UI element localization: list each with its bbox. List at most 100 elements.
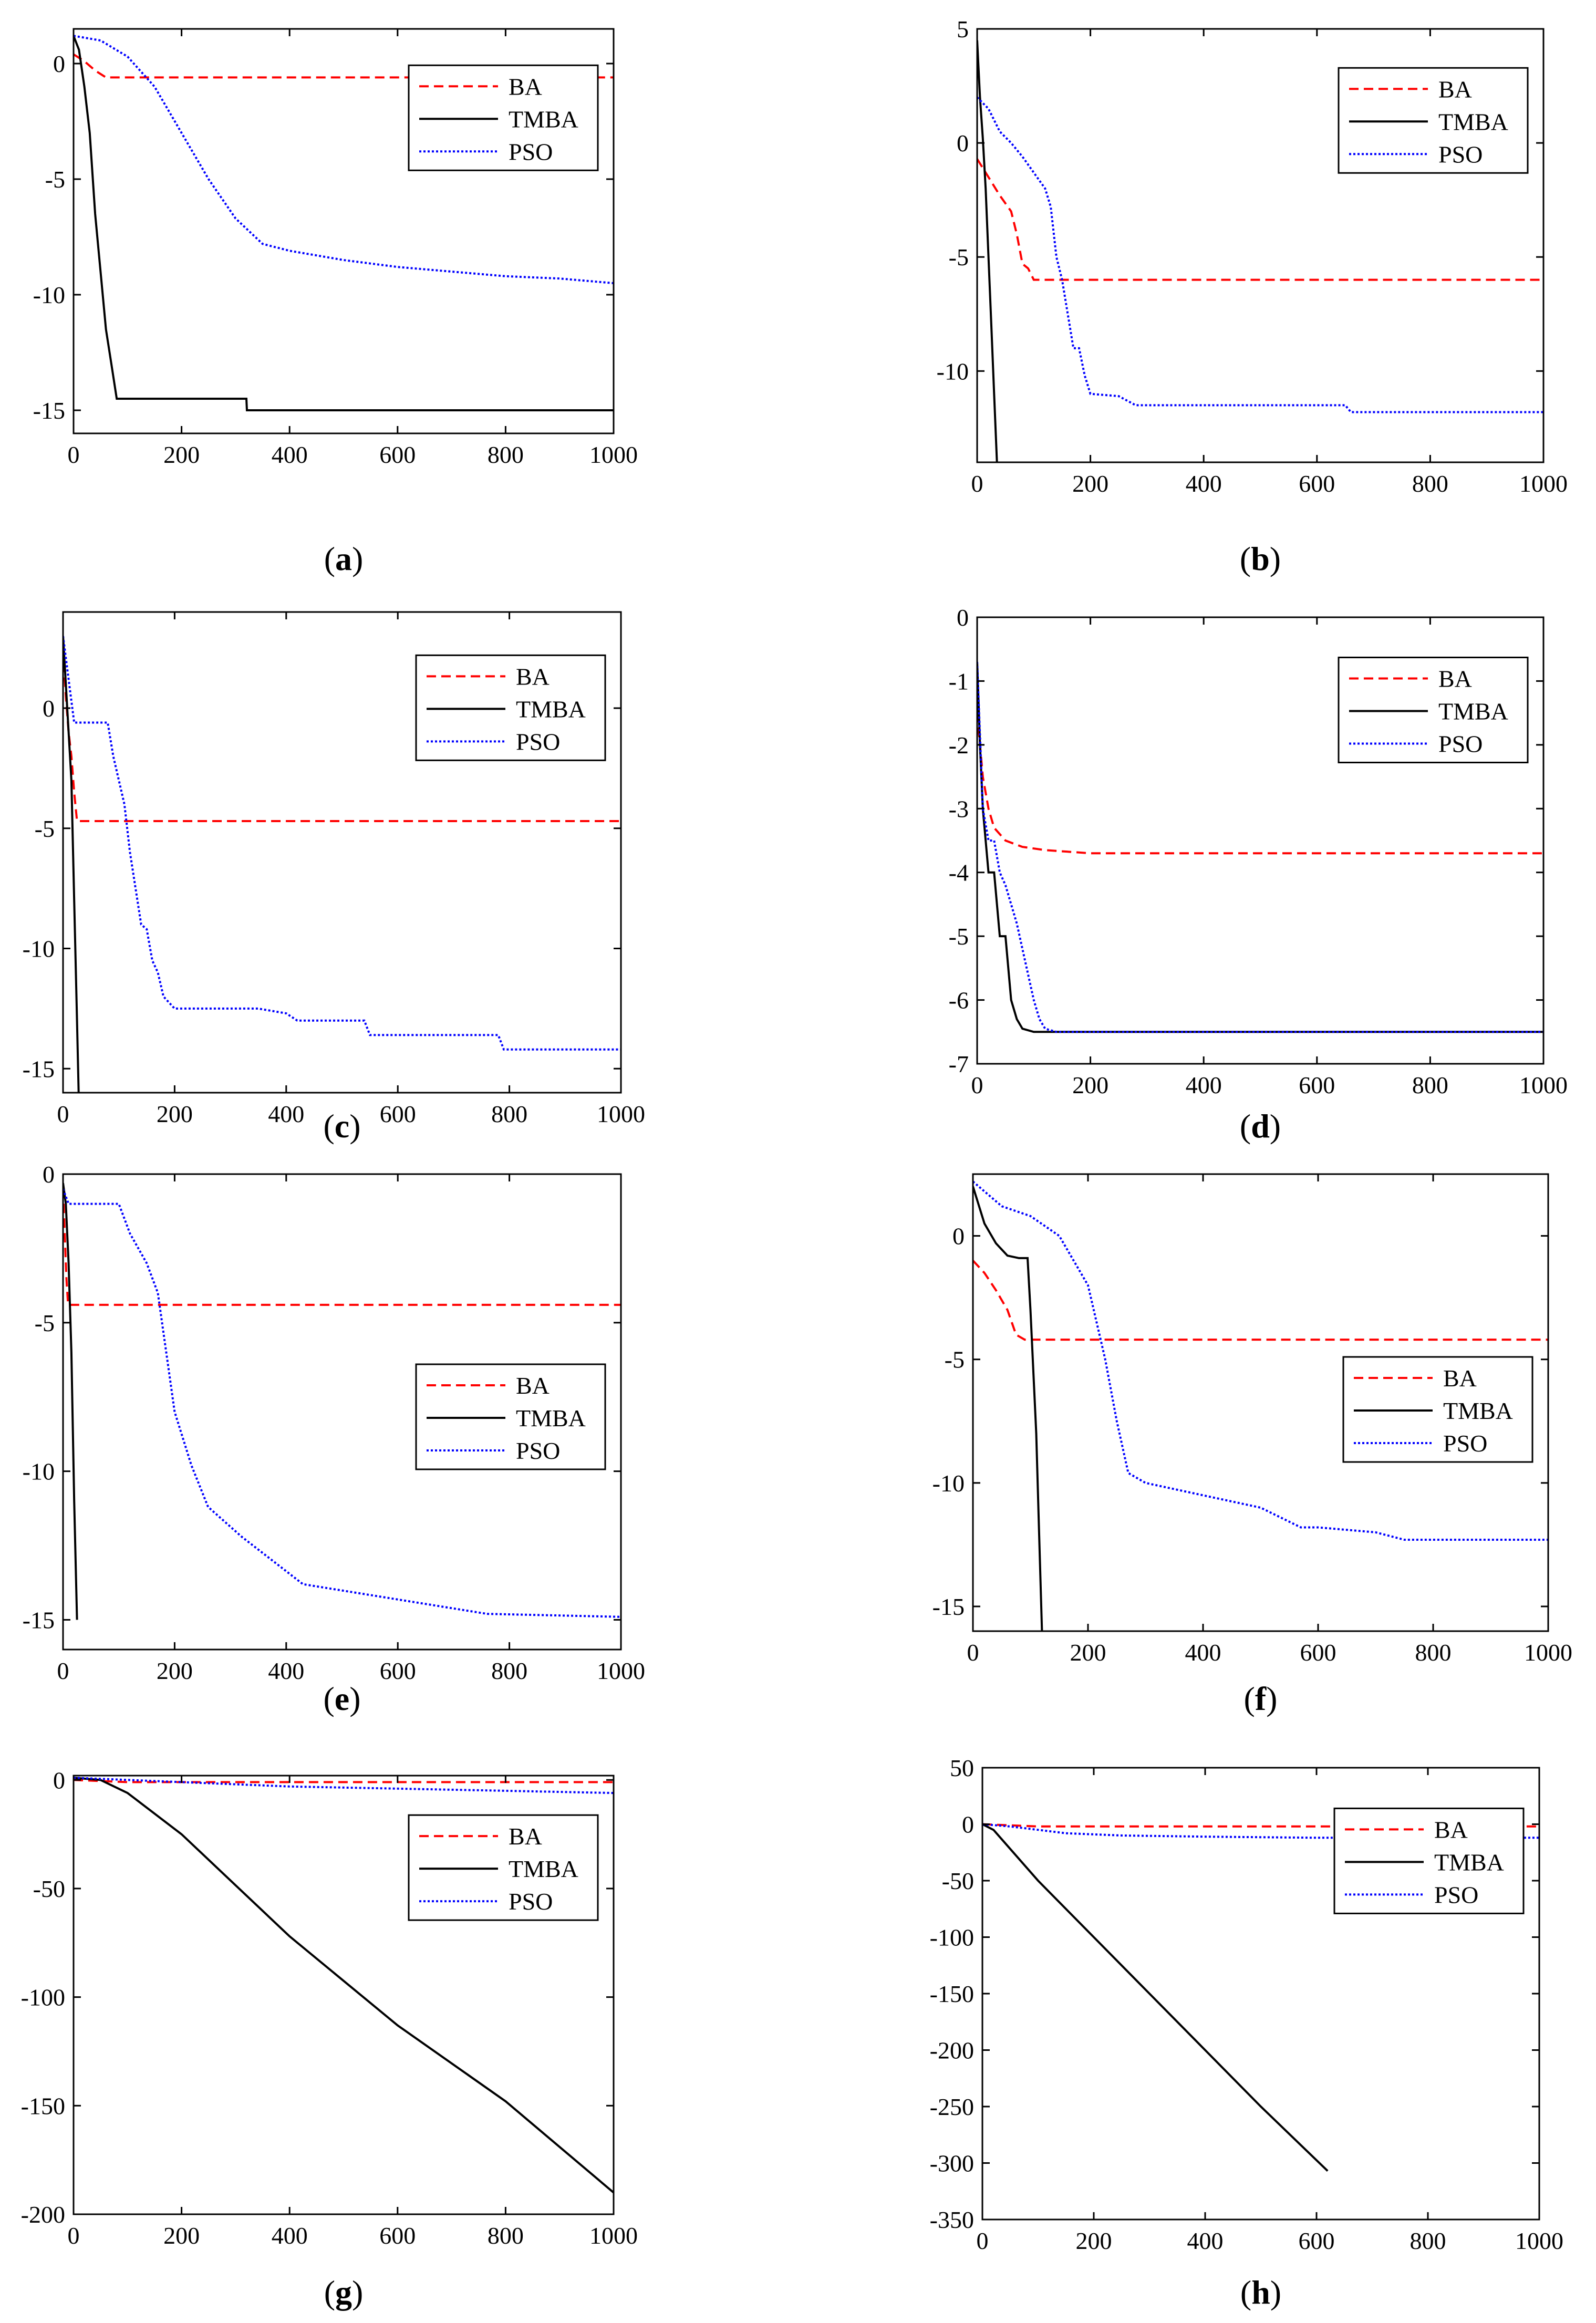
y-tick-label: -350 (930, 2206, 974, 2233)
y-tick-label: -150 (930, 1980, 974, 2007)
series-line-tmba-b (977, 40, 998, 462)
y-tick-label: -5 (945, 1346, 965, 1373)
legend-label-pso: PSO (516, 728, 560, 755)
legend-e: BA TMBA PSO (415, 1363, 606, 1470)
legend-c: BA TMBA PSO (415, 654, 606, 761)
x-tick-label: 600 (379, 2222, 416, 2249)
series-line-pso-f (973, 1180, 1548, 1541)
series-line-tmba-c (63, 636, 80, 1093)
x-tick-label: 0 (68, 2222, 80, 2249)
legend-label-tmba: TMBA (1434, 1849, 1504, 1875)
series-line-pso-a (74, 35, 614, 284)
legend-a: BA TMBA PSO (408, 64, 599, 171)
x-tick-label: 0 (57, 1657, 69, 1684)
chart-panel-e: 0 200 400 600 800 1000 0 -5 -10 -15 BA TMBA PSO (e) (23, 1161, 645, 1717)
x-tick-label: 1000 (1519, 1072, 1568, 1098)
x-tick-label: 200 (163, 2222, 200, 2249)
legend-label-pso: PSO (1443, 1430, 1487, 1457)
y-tick-label: -150 (21, 2092, 65, 2119)
x-tick-label: 200 (157, 1101, 193, 1127)
y-tick-label: -15 (23, 1055, 55, 1082)
chart-panel-c: 0 200 400 600 800 1000 0 -5 -10 -15 BA TMBA PSO (c) (23, 611, 645, 1145)
y-tick-label: 0 (43, 1161, 55, 1188)
x-tick-label: 1000 (589, 2222, 638, 2249)
legend-label-ba: BA (1438, 666, 1472, 692)
x-tick-label: 200 (1072, 470, 1108, 497)
x-tick-label: 800 (488, 441, 524, 468)
legend-label-tmba: TMBA (1438, 108, 1508, 135)
y-tick-label: 5 (957, 16, 969, 43)
series-line-tmba-a (74, 35, 614, 411)
axes-box-d (976, 616, 1545, 1065)
x-tick-label: 1000 (1515, 2227, 1563, 2254)
x-tick-label: 0 (971, 1072, 983, 1098)
legend-label-ba: BA (1434, 1816, 1468, 1843)
x-tick-label: 600 (1299, 2227, 1335, 2254)
legend-label-ba: BA (509, 1823, 542, 1850)
panel-caption-b: (b) (1240, 540, 1281, 577)
x-tick-label: 800 (1415, 1639, 1452, 1666)
x-tick-label: 400 (268, 1101, 304, 1127)
legend-d: BA TMBA PSO (1338, 657, 1529, 763)
series-line-pso-g (74, 1777, 614, 1795)
x-tick-label: 800 (491, 1657, 527, 1684)
axes-box-b (976, 28, 1545, 463)
axes-box-g (72, 1775, 615, 2215)
series-line-pso-e (63, 1188, 621, 1618)
y-tick-label: -2 (949, 732, 969, 759)
x-tick-label: 0 (977, 2227, 989, 2254)
series-line-pso-d (977, 661, 1543, 1033)
x-tick-label: 400 (1186, 1072, 1222, 1098)
legend-label-pso: PSO (516, 1437, 560, 1464)
x-tick-label: 600 (1300, 1639, 1336, 1666)
legend-label-tmba: TMBA (509, 106, 578, 132)
legend-label-tmba: TMBA (516, 1405, 586, 1432)
series-line-ba-f (973, 1260, 1548, 1341)
legend-label-tmba: TMBA (516, 696, 586, 722)
y-tick-label: -1 (949, 668, 969, 694)
series-line-tmba-h (982, 1823, 1329, 2172)
y-tick-label: -15 (932, 1593, 965, 1620)
legend-f: BA TMBA PSO (1342, 1356, 1533, 1463)
panel-caption-a: (a) (324, 540, 364, 577)
x-tick-label: 1000 (597, 1101, 645, 1127)
y-tick-label: -15 (23, 1606, 55, 1633)
x-tick-label: 800 (1412, 470, 1448, 497)
y-tick-label: -5 (949, 244, 969, 271)
y-tick-label: -15 (33, 397, 65, 424)
legend-label-ba: BA (1438, 76, 1472, 102)
x-tick-label: 1000 (1519, 470, 1568, 497)
x-tick-label: 400 (268, 1657, 304, 1684)
y-tick-label: -10 (23, 1458, 55, 1485)
series-line-ba-d (977, 712, 1543, 855)
y-tick-label: -50 (942, 1868, 974, 1894)
panel-caption-f: (f) (1244, 1680, 1278, 1717)
x-tick-label: 200 (1072, 1072, 1108, 1098)
x-tick-label: 1000 (1524, 1639, 1572, 1666)
x-tick-label: 600 (1299, 470, 1335, 497)
x-tick-label: 200 (157, 1657, 193, 1684)
y-tick-label: -10 (932, 1470, 965, 1497)
chart-panel-f: 0 200 400 600 800 1000 0 -5 -10 -15 BA TMBA PSO (f) (932, 1173, 1572, 1717)
legend-b: BA TMBA PSO (1338, 67, 1529, 174)
series-line-pso-c (63, 636, 621, 1051)
legend-label-pso: PSO (509, 1888, 553, 1915)
y-tick-label: -4 (949, 859, 969, 886)
x-tick-label: 0 (971, 470, 983, 497)
y-tick-label: 0 (53, 50, 65, 77)
x-tick-label: 400 (272, 441, 308, 468)
x-tick-label: 0 (967, 1639, 979, 1666)
axes-box-c (62, 611, 622, 1094)
panel-caption-d: (d) (1240, 1107, 1281, 1145)
y-tick-label: 50 (950, 1755, 974, 1781)
legend-label-pso: PSO (1438, 141, 1483, 168)
legend-label-ba: BA (1443, 1365, 1477, 1392)
series-line-ba-g (74, 1779, 614, 1783)
legend-label-pso: PSO (509, 138, 553, 165)
legend-label-pso: PSO (1438, 731, 1483, 758)
x-tick-label: 400 (272, 2222, 308, 2249)
chart-panel-h: 0 200 400 600 800 1000 50 0 -50 -100 -150 -200 -250 -… (930, 1755, 1563, 2311)
y-tick-label: -100 (930, 1924, 974, 1951)
series-line-tmba-f (973, 1186, 1043, 1631)
x-tick-label: 0 (68, 441, 80, 468)
